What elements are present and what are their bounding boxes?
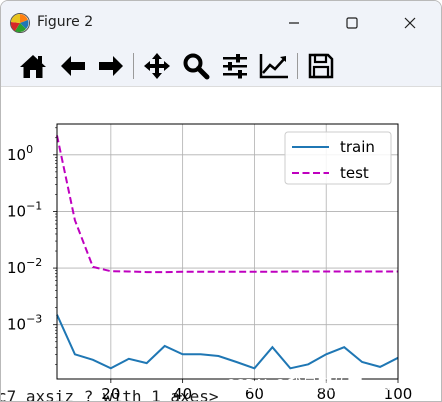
legend-label-train: train	[340, 138, 375, 156]
y-tick-label: 10−3	[7, 313, 42, 334]
navigation-toolbar	[1, 45, 441, 87]
arrow-right-icon	[99, 56, 123, 76]
back-button[interactable]	[57, 50, 89, 82]
legend-label-test: test	[340, 164, 369, 182]
legend: train test	[284, 131, 392, 185]
arrow-left-icon	[61, 56, 85, 76]
minimize-icon	[289, 22, 299, 24]
x-tick-label: 60	[245, 385, 264, 402]
floppy-disk-icon	[308, 53, 334, 79]
x-tick-label: 100	[384, 385, 413, 402]
pan-button[interactable]	[141, 50, 173, 82]
edit-axis-button[interactable]	[258, 50, 290, 82]
subplots-button[interactable]	[219, 50, 251, 82]
x-tick-label: 20	[101, 385, 120, 402]
zoom-button[interactable]	[180, 50, 212, 82]
series-layer	[56, 135, 399, 370]
home-icon	[20, 55, 46, 78]
window-title: Figure 2	[37, 14, 94, 30]
title-bar[interactable]: Figure 2	[1, 1, 441, 45]
y-tick-label: 10−1	[7, 199, 42, 220]
save-button[interactable]	[305, 50, 337, 82]
watermark: CSDN @我是真的菜gou	[225, 376, 391, 394]
move-icon	[144, 53, 170, 79]
axes-frame	[56, 123, 399, 380]
maximize-button[interactable]	[329, 1, 375, 45]
close-button[interactable]	[387, 1, 433, 45]
figure-canvas[interactable]: c7 axsiz ? with 1 axes> 20 40 60 80 100 100 10…	[1, 88, 441, 402]
x-tick-label: 40	[173, 385, 192, 402]
series-line-test	[56, 135, 398, 274]
matplotlib-logo-icon	[10, 13, 30, 33]
line-chart-icon	[259, 54, 288, 79]
x-tick-label: 80	[317, 385, 336, 402]
line-chart: c7 axsiz ? with 1 axes> 20 40 60 80 100 100 10…	[1, 123, 413, 402]
minimize-button[interactable]	[271, 1, 317, 45]
y-tick-label: 100	[7, 143, 33, 164]
maximize-icon	[346, 17, 358, 29]
series-line-train	[56, 314, 399, 370]
forward-button[interactable]	[95, 50, 127, 82]
sliders-icon	[223, 54, 247, 79]
toolbar-separator	[133, 53, 134, 79]
legend-box	[284, 131, 392, 185]
close-icon	[404, 17, 416, 29]
home-button[interactable]	[17, 50, 49, 82]
background-console-text: c7 axsiz ? with 1 axes>	[1, 387, 219, 402]
magnifier-icon	[183, 53, 210, 80]
toolbar-separator	[297, 53, 298, 79]
y-tick-label: 10−2	[7, 256, 42, 277]
